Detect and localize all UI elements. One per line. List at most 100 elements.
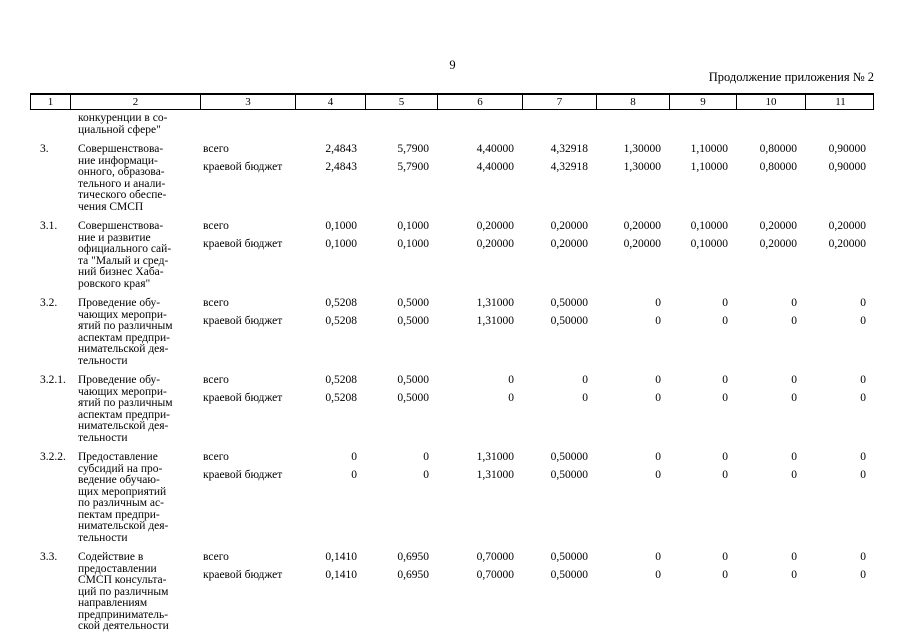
value: 0: [791, 374, 797, 386]
value: 0,10000: [690, 220, 728, 232]
value: 0: [508, 391, 514, 404]
row-number: 3.2.: [40, 297, 58, 309]
value: 0: [791, 551, 797, 563]
value: 0,70000: [476, 568, 514, 581]
value-cell: 0,80000 0,80000: [736, 143, 805, 213]
value: 0: [582, 374, 588, 386]
value: 0: [351, 451, 357, 463]
value: 0,70000: [476, 551, 514, 563]
value-cell: [736, 113, 805, 136]
value: 0,90000: [828, 143, 866, 155]
value-cell: 0,20000 0,20000: [522, 220, 596, 290]
value: 0: [423, 451, 429, 463]
value-cell: 0,20000 0,20000: [437, 220, 522, 290]
row-title: Проведение обу- чающих меропри- ятий по …: [78, 374, 173, 444]
value: 0,1410: [325, 568, 357, 581]
value: 0: [655, 391, 661, 404]
column-number: 5: [366, 95, 438, 109]
value: 0: [722, 468, 728, 481]
row-title: Совершенствова- ние информаци- онного, о…: [78, 143, 167, 213]
budget-label: краевой бюджет: [203, 314, 283, 327]
value: 0,5000: [397, 374, 429, 386]
value: 0,90000: [828, 160, 866, 173]
budget-labels: всего краевой бюджет: [200, 143, 295, 213]
column-number: 3: [201, 95, 296, 109]
value-cell: 0,70000 0,70000: [437, 551, 522, 633]
value: 0,5208: [325, 374, 357, 386]
value-cell: 1,31000 1,31000: [437, 297, 522, 367]
value: 0: [508, 374, 514, 386]
value-cell: 0,50000 0,50000: [522, 451, 596, 544]
value: 0,5208: [325, 391, 357, 404]
value: 0: [722, 451, 728, 463]
budget-label: краевой бюджет: [203, 468, 283, 481]
table-row: 3.2. Проведение обу- чающих меропри- ятий…: [30, 297, 874, 367]
value-cell: 0,90000 0,90000: [805, 143, 874, 213]
value: 0,50000: [550, 297, 588, 309]
value: 1,31000: [476, 468, 514, 481]
value-cell: 0,5208 0,5208: [295, 374, 365, 444]
value: 0,20000: [476, 237, 514, 250]
column-number: 10: [737, 95, 806, 109]
value-cell: 2,4843 2,4843: [295, 143, 365, 213]
value-cell: 0,5000 0,5000: [365, 374, 437, 444]
row-title: конкуренции в со- циальной сфере": [78, 112, 168, 136]
value-cell: [669, 113, 736, 136]
column-number: 9: [670, 95, 737, 109]
value: 0: [655, 374, 661, 386]
value: 0,5000: [397, 391, 429, 404]
table-header-row: 1 2 3 4 5 6 7 8 9 10 11: [30, 93, 874, 110]
budget-labels: [200, 113, 295, 136]
value: 0: [722, 551, 728, 563]
budget-labels: всего краевой бюджет: [200, 220, 295, 290]
value: 4,40000: [476, 143, 514, 155]
value: 0,20000: [550, 237, 588, 250]
budget-label: краевой бюджет: [203, 391, 283, 404]
value: 0,50000: [550, 568, 588, 581]
value: 0: [860, 374, 866, 386]
value-cell: 0,5208 0,5208: [295, 297, 365, 367]
value: 0: [791, 391, 797, 404]
row-title: Содействие в предоставлении СМСП консуль…: [78, 551, 169, 632]
value: 1,30000: [623, 143, 661, 155]
row-title: Проведение обу- чающих меропри- ятий по …: [78, 297, 173, 367]
value: 0,6950: [397, 568, 429, 581]
value: 0: [655, 551, 661, 563]
value: 0,5208: [325, 297, 357, 309]
page-number: 9: [449, 58, 456, 72]
value: 0,20000: [550, 220, 588, 232]
value: 2,4843: [325, 143, 357, 155]
value: 2,4843: [325, 160, 357, 173]
budget-label: краевой бюджет: [203, 160, 283, 173]
value: 0: [791, 568, 797, 581]
value-cell: 4,40000 4,40000: [437, 143, 522, 213]
value-cell: 1,31000 1,31000: [437, 451, 522, 544]
value: 0,20000: [828, 220, 866, 232]
value: 0,1000: [325, 220, 357, 232]
budget-label: всего: [203, 297, 229, 309]
value-cell: [596, 113, 669, 136]
value: 4,32918: [550, 143, 588, 155]
value: 0,5208: [325, 314, 357, 327]
value-cell: [365, 113, 437, 136]
table-row: 3.2.1. Проведение обу- чающих меропри- ят…: [30, 374, 874, 444]
row-number: [30, 113, 70, 136]
value: 0: [655, 451, 661, 463]
value: 0: [860, 568, 866, 581]
value: 4,40000: [476, 160, 514, 173]
value: 0: [655, 314, 661, 327]
value: 0,6950: [397, 551, 429, 563]
value: 5,7900: [397, 143, 429, 155]
budget-label: всего: [203, 551, 229, 563]
